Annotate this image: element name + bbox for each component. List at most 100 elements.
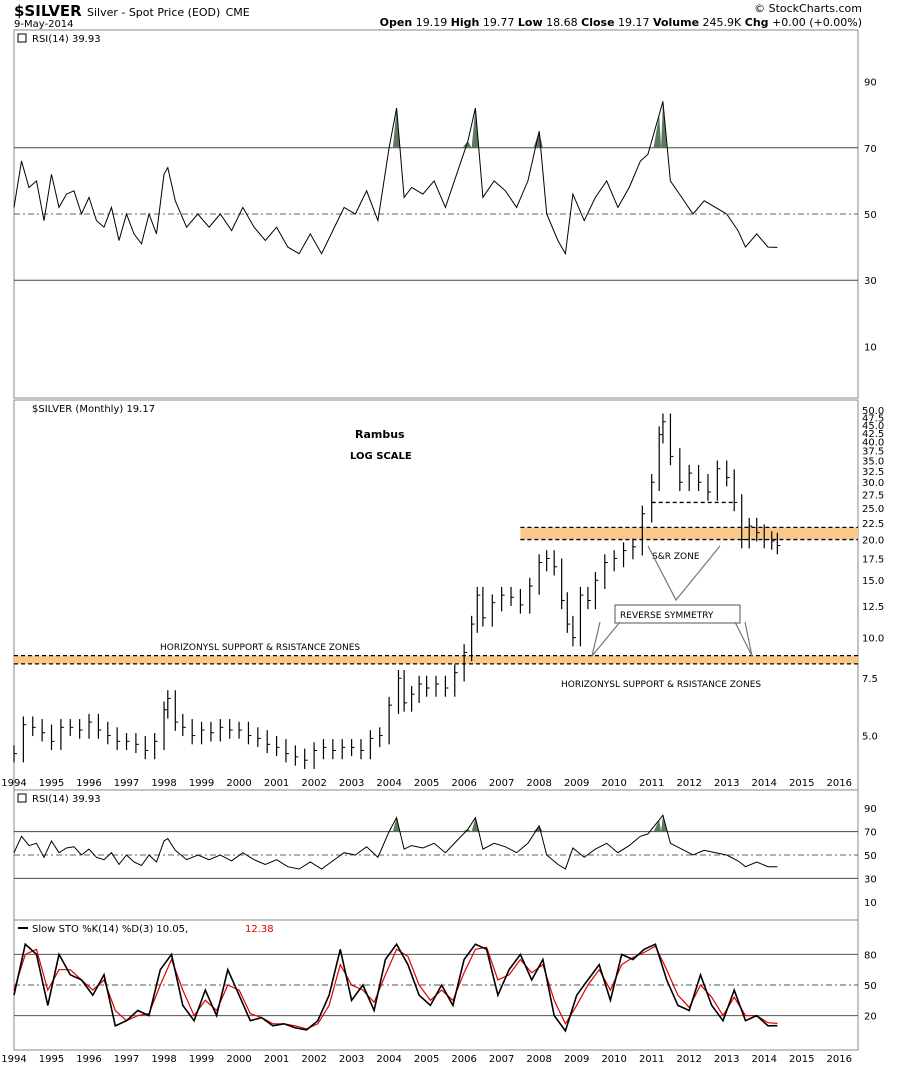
price-ytick-label: 37.5	[862, 447, 884, 458]
sto-k-line	[13, 942, 778, 1033]
price-xtick-label: 2008	[526, 778, 551, 789]
price-ytick-label: 30.0	[862, 478, 884, 489]
high-label: High	[450, 16, 480, 29]
rsi-mid-title: RSI(14) 39.93	[32, 794, 101, 805]
sto-xtick-label: 1996	[76, 1054, 101, 1065]
symmetry-arrow-top	[647, 545, 721, 602]
annotation-sr-zone: S&R ZONE	[652, 552, 700, 562]
price-xtick-label: 2001	[264, 778, 289, 789]
chart-header: $SILVER Silver - Spot Price (EOD) CME 9-…	[0, 0, 900, 32]
annotation-reverse-symmetry: REVERSE SYMMETRY	[620, 611, 714, 621]
price-ytick-label: 20.0	[862, 536, 884, 547]
price-xtick-label: 2002	[301, 778, 326, 789]
sto-xtick-label: 1995	[39, 1054, 64, 1065]
price-xtick-label: 1998	[151, 778, 176, 789]
price-xtick-label: 1994	[1, 778, 26, 789]
rsi-top-ytick-label: 50	[864, 210, 877, 221]
sto-xtick-label: 2006	[451, 1054, 476, 1065]
price-ytick-label: 45.0	[862, 421, 884, 432]
high-value: 19.77	[482, 16, 515, 29]
rsi-top-ytick-label: 30	[864, 276, 877, 287]
symmetry-arrow-left	[591, 621, 621, 657]
rsi-top-rsi-line	[13, 101, 778, 256]
price-xtick-label: 2007	[489, 778, 514, 789]
annotation-horizontal-zone-left: HORIZONYSL SUPPORT & RSISTANCE ZONES	[160, 643, 360, 653]
sto-d-line	[13, 945, 778, 1030]
price-ytick-label: 42.5	[862, 429, 884, 440]
sto-xtick-label: 2014	[751, 1054, 776, 1065]
open-label: Open	[379, 16, 413, 29]
rsi-mid-title-swatch	[17, 793, 27, 803]
ohlc-line: Open 19.19 High 19.77 Low 18.68 Close 19…	[380, 16, 862, 29]
rsi-mid-ytick-label: 10	[864, 898, 877, 909]
sto-xtick-label: 1999	[189, 1054, 214, 1065]
sr-zone-band	[520, 527, 858, 540]
rsi-mid-overbought-fill	[653, 819, 662, 832]
rsi-mid-overbought-fill	[471, 817, 480, 832]
reverse-symmetry-box	[614, 604, 741, 624]
price-ytick-label: 47.5	[862, 413, 884, 424]
price-ytick-label: 10.0	[862, 634, 884, 645]
sto-xtick-label: 2003	[339, 1054, 364, 1065]
price-xtick-label: 2003	[339, 778, 364, 789]
price-xtick-label: 1995	[39, 778, 64, 789]
annotation-horizontal-zone-right: HORIZONYSL SUPPORT & RSISTANCE ZONES	[561, 680, 761, 690]
rsi-top-ytick-label: 90	[864, 78, 877, 89]
price-ytick-label: 27.5	[862, 491, 884, 502]
low-label: Low	[517, 16, 543, 29]
rsi-top-overbought-fill	[471, 108, 480, 148]
sto-xtick-label: 2011	[639, 1054, 664, 1065]
rsi-top-title-swatch	[17, 33, 27, 43]
chg-label: Chg	[744, 16, 769, 29]
annotation-log-scale: LOG SCALE	[350, 451, 412, 462]
sto-xtick-label: 2007	[489, 1054, 514, 1065]
price-ytick-label: 7.5	[862, 674, 878, 685]
sto-ytick-label: 80	[864, 950, 877, 961]
price-xtick-label: 1997	[114, 778, 139, 789]
sr-zone-band	[14, 655, 858, 664]
sto-xtick-label: 2010	[601, 1054, 626, 1065]
sto-xtick-label: 2004	[376, 1054, 401, 1065]
price-ytick-label: 22.5	[862, 519, 884, 530]
price-xtick-label: 2006	[451, 778, 476, 789]
volume-value: 245.9K	[702, 16, 742, 29]
rsi-mid-rsi-line	[13, 814, 778, 870]
price-xtick-label: 1996	[76, 778, 101, 789]
symmetry-arrow-right	[734, 621, 753, 657]
sto-xtick-label: 1998	[151, 1054, 176, 1065]
chg-value: +0.00 (+0.00%)	[772, 16, 862, 29]
price-xtick-label: 2005	[414, 778, 439, 789]
price-xtick-label: 2004	[376, 778, 401, 789]
sto-title-d: 12.38	[245, 924, 274, 935]
price-xtick-label: 2016	[827, 778, 852, 789]
sto-xtick-label: 2009	[564, 1054, 589, 1065]
sto-xtick-label: 2015	[789, 1054, 814, 1065]
price-xtick-label: 2012	[676, 778, 701, 789]
sto-xtick-label: 2012	[676, 1054, 701, 1065]
annotation-rambus: Rambus	[355, 428, 405, 441]
close-value: 19.17	[618, 16, 650, 29]
price-ytick-label: 32.5	[862, 467, 884, 478]
price-ytick-label: 17.5	[862, 554, 884, 565]
rsi-top-overbought-fill	[653, 114, 662, 148]
price-xtick-label: 2015	[789, 778, 814, 789]
rsi-mid-ytick-label: 50	[864, 851, 877, 862]
rsi-top-overbought-fill	[392, 108, 401, 148]
symbol-line: $SILVER Silver - Spot Price (EOD) CME	[14, 2, 250, 20]
panel-frame-price	[13, 399, 859, 791]
description: Silver - Spot Price (EOD)	[86, 6, 221, 19]
sto-xtick-label: 2013	[714, 1054, 739, 1065]
sto-xtick-label: 2002	[301, 1054, 326, 1065]
price-title: $SILVER (Monthly) 19.17	[32, 404, 155, 415]
price-ytick-label: 12.5	[862, 602, 884, 613]
price-xtick-label: 1999	[189, 778, 214, 789]
price-xtick-label: 2009	[564, 778, 589, 789]
sto-xtick-label: 2000	[226, 1054, 251, 1065]
price-ytick-label: 35.0	[862, 456, 884, 467]
rsi-top-ytick-label: 10	[864, 342, 877, 353]
exchange: CME	[225, 6, 250, 19]
price-xtick-label: 2000	[226, 778, 251, 789]
sto-xtick-label: 2005	[414, 1054, 439, 1065]
sto-xtick-label: 1994	[1, 1054, 26, 1065]
sto-ytick-label: 50	[864, 981, 877, 992]
